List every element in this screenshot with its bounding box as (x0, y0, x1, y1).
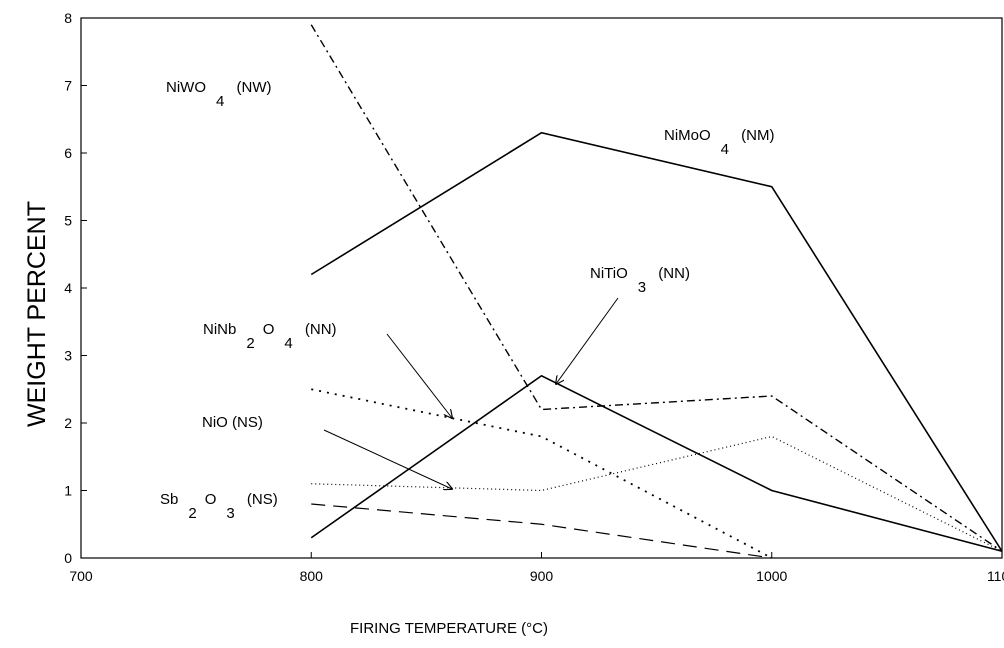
series-line-nio (311, 435, 1003, 552)
series-layer (310, 24, 1003, 559)
y-tick-label: 6 (64, 145, 72, 161)
series-line-niwo4 (310, 24, 1003, 552)
series-line-ninb2o4 (311, 388, 773, 559)
y-tick-label: 2 (64, 415, 72, 431)
y-tick-label: 1 (64, 483, 72, 499)
x-tick-label: 800 (300, 568, 324, 584)
annotation-nio: NiO (NS) (202, 414, 263, 431)
y-axis-title: WEIGHT PERCENT (23, 201, 51, 427)
nio-arrow (323, 429, 452, 489)
arrow-layer (323, 297, 619, 489)
tick-layer: 700 800 900 1000 1100 0 1 2 3 4 5 6 7 8 (64, 10, 1004, 584)
x-tick-label: 700 (69, 568, 93, 584)
nitio3-arrow (556, 297, 619, 384)
annotation-sb2o3: Sb2O3 (NS) (160, 491, 278, 522)
annotation-layer: NiWO4 (NW) NiMoO4 (NM) NiTiO3 (NN) NiNb2O4 … (160, 79, 775, 522)
x-tick-label: 1000 (756, 568, 787, 584)
y-tick-label: 5 (64, 213, 72, 229)
annotation-niwo4: NiWO4 (NW) (166, 79, 272, 110)
y-tick-label: 8 (64, 10, 72, 26)
series-line-nimoo4 (310, 131, 1003, 552)
ninb2o4-arrow (386, 333, 452, 418)
annotation-nimoo4: NiMoO4 (NM) (664, 127, 775, 158)
annotation-ninb2o4: NiNb2O4 (NN) (203, 321, 337, 352)
annotation-nitio3: NiTiO3 (NN) (590, 265, 690, 296)
y-tick-label: 4 (64, 280, 72, 296)
y-tick-label: 7 (64, 78, 72, 94)
series-line-nitio3 (310, 374, 1003, 553)
series-line-sb2o3 (311, 503, 772, 559)
y-tick-label: 0 (64, 550, 72, 566)
y-tick-label: 3 (64, 348, 72, 364)
x-tick-label: 900 (530, 568, 554, 584)
x-tick-label: 1100 (987, 568, 1004, 584)
x-axis-title: FIRING TEMPERATURE (°C) (350, 620, 548, 637)
